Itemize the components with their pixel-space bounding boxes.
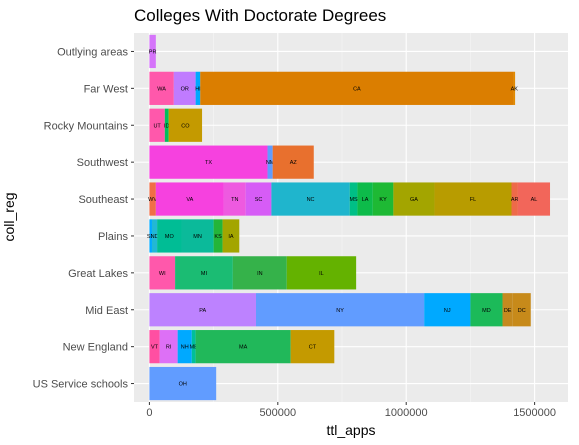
bar-segment-label: KY bbox=[379, 197, 387, 203]
bar-segment-label: DE bbox=[504, 308, 512, 314]
bar-segment-label: FL bbox=[470, 197, 476, 203]
bar-segment-label: TX bbox=[205, 160, 212, 166]
bar-segment-label: CO bbox=[181, 123, 190, 129]
bar-segment-label: NJ bbox=[444, 308, 451, 314]
y-tick-label: Southwest bbox=[77, 157, 128, 169]
bar-segment-label: MA bbox=[239, 345, 248, 351]
y-tick-label: New England bbox=[63, 342, 128, 354]
bar-segment-label: IL bbox=[319, 271, 324, 277]
bar-segment-label: NY bbox=[336, 308, 344, 314]
bar-segment-label: LA bbox=[362, 197, 369, 203]
x-axis: 0 500000 1000000 1500000 bbox=[146, 402, 556, 419]
y-tick-label: Far West bbox=[84, 83, 128, 95]
x-tick-label: 1000000 bbox=[385, 407, 428, 419]
bar-segment-label: TN bbox=[231, 197, 238, 203]
bar-segment-label: DC bbox=[518, 308, 526, 314]
x-axis-title: ttl_apps bbox=[326, 422, 375, 438]
bar-segment-label: OR bbox=[181, 86, 189, 92]
bar-segment-label: MO bbox=[165, 234, 175, 240]
bar-segment-label: MI bbox=[201, 271, 208, 277]
bar-segment-label: MN bbox=[193, 234, 202, 240]
x-tick-label: 500000 bbox=[259, 407, 296, 419]
y-tick-label: Southeast bbox=[78, 194, 128, 206]
bar-segment-label: IN bbox=[257, 271, 263, 277]
y-tick-label: Plains bbox=[98, 231, 128, 243]
y-tick-label: Rocky Mountains bbox=[44, 120, 129, 132]
bar-segment-label: WI bbox=[159, 271, 166, 277]
bar-segment-label: VA bbox=[186, 197, 193, 203]
x-tick-label: 0 bbox=[146, 407, 152, 419]
x-tick-label: 1500000 bbox=[513, 407, 556, 419]
y-axis: Outlying areas Far West Rocky Mountains Sou… bbox=[33, 46, 134, 390]
bar-segment-label: UT bbox=[153, 123, 161, 129]
y-tick-label: Great Lakes bbox=[68, 268, 128, 280]
bar-segment-label: PR bbox=[149, 49, 157, 55]
y-tick-label: Mid East bbox=[85, 305, 128, 317]
bar-segment-label: RI bbox=[166, 345, 172, 351]
bar-segment-label: NH bbox=[181, 345, 189, 351]
bar-segment-label: WA bbox=[157, 86, 166, 92]
bar-segment-label: MS bbox=[349, 197, 358, 203]
bar-segment-label: OH bbox=[179, 382, 187, 388]
bar-segment-label: CT bbox=[309, 345, 317, 351]
bar-segment-label: IA bbox=[228, 234, 234, 240]
chart-title: Colleges With Doctorate Degrees bbox=[134, 6, 386, 25]
bar-segment-label: MD bbox=[482, 308, 491, 314]
bar-segment-label: KS bbox=[214, 234, 222, 240]
bar-segment-label: CA bbox=[353, 86, 361, 92]
bar-segment-label: PA bbox=[199, 308, 206, 314]
bar-segment-label: AZ bbox=[290, 160, 298, 166]
bar-segment-label: NC bbox=[307, 197, 315, 203]
bar-segment-label: SC bbox=[255, 197, 263, 203]
bar-segment-label: AK bbox=[511, 86, 519, 92]
bar-segment-label: GA bbox=[410, 197, 418, 203]
bar-segment-label: AL bbox=[531, 197, 538, 203]
y-tick-label: Outlying areas bbox=[57, 46, 128, 58]
bar-segment-label: AR bbox=[511, 197, 519, 203]
bar-segment-label: VT bbox=[151, 345, 159, 351]
y-tick-label: US Service schools bbox=[33, 379, 129, 391]
y-axis-title: coll_reg bbox=[1, 192, 17, 241]
